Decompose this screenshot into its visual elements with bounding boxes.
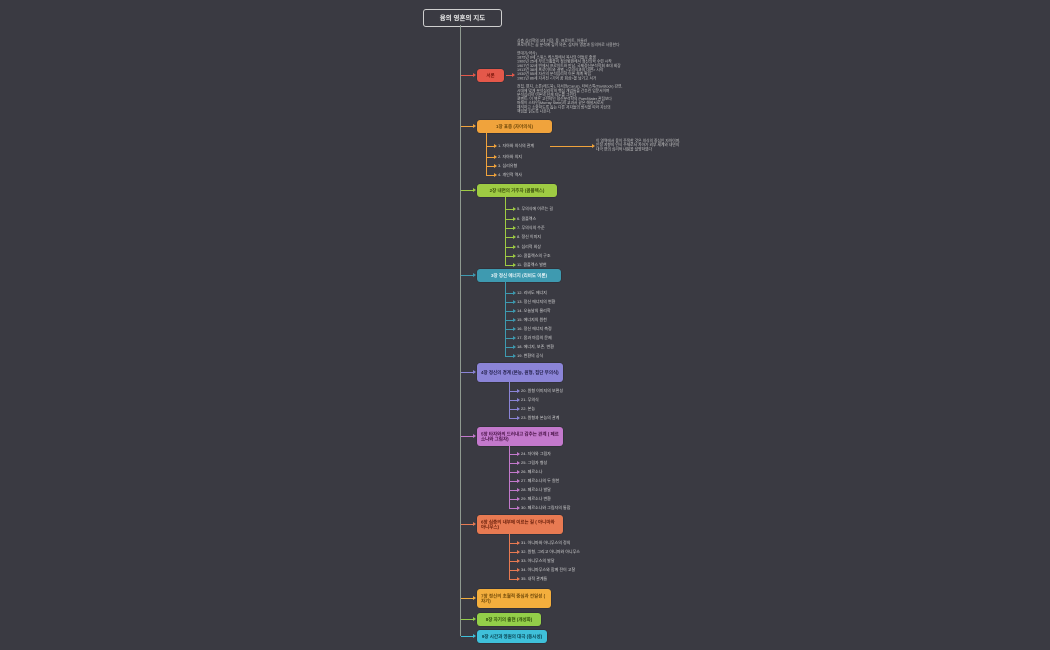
branch-item[interactable]: 33. 아니무스의 발달	[508, 558, 588, 564]
node-chapter-8-label: 8장 자기의 출현 (개성화)	[485, 617, 533, 622]
branch-item[interactable]: 18. 에너지, 보존, 변환	[505, 344, 591, 350]
branch-item[interactable]: 7. 무의식의 수준	[504, 225, 572, 231]
connector-chapter-2	[461, 188, 476, 192]
node-chapter-1[interactable]: 1장 표층 (자아의식)	[477, 120, 552, 133]
branch-item[interactable]: 29. 페르소나 변환	[509, 496, 581, 502]
node-chapter-6-label: 6장 심층의 내부에 이르는 길 ( 아니마와 아니무스)	[481, 519, 555, 530]
branch-item[interactable]: 2. 자아와 의지	[486, 154, 546, 160]
connector-chapter-1	[461, 124, 476, 128]
branch-item[interactable]: 12. 리비도 에너지	[505, 290, 577, 296]
root-node[interactable]: 융의 영혼의 지도	[423, 9, 502, 27]
branch-item[interactable]: 3. 심리유형	[485, 163, 536, 169]
connector-chapter-6	[461, 522, 476, 526]
branch-line-chapter-5	[509, 446, 510, 508]
node-chapter-5-label: 5장 타자와의 드러내고 감추는 관계 ( 페르소나와 그림자)	[481, 431, 559, 442]
intro-note-text[interactable]: 심층 심리학의 3대 거장: 융, 프로이트, 아들러 프로이트는 꿈 분석에 …	[517, 38, 623, 114]
branch-item[interactable]: 14. 오늘날의 물리학	[504, 308, 584, 314]
branch-item[interactable]: 11. 콤플렉스 발현	[504, 262, 576, 268]
branch-item[interactable]: 27. 페르소나의 두 원천	[509, 478, 598, 484]
chapter-1-note-text[interactable]: 이 영역에서 융이 주목한 것은 의식의 중심인 자아이며, 안정 지향의 인식…	[596, 138, 681, 152]
node-intro-label: 서론	[486, 73, 495, 78]
branch-line-chapter-1	[486, 133, 487, 175]
branch-item[interactable]: 16. 정신 에너지 측정	[504, 326, 586, 332]
branch-item[interactable]: 22. 본능	[508, 406, 549, 412]
connector-chapter-3	[461, 273, 476, 277]
branch-item[interactable]: 34. 아니마무스와 함께 전이 고찰	[508, 567, 629, 573]
branch-line-chapter-2	[505, 197, 506, 265]
node-chapter-8[interactable]: 8장 자기의 출현 (개성화)	[477, 613, 541, 626]
node-chapter-9[interactable]: 9장 시간과 영원의 대극 (동시성)	[477, 630, 547, 643]
connector-chapter-9	[461, 634, 476, 638]
branch-item[interactable]: 26. 페르소나	[509, 469, 564, 475]
branch-item[interactable]: 35. 내적 관계들	[508, 576, 573, 582]
connector-chapter-1-note	[550, 144, 595, 148]
connector-chapter-7	[461, 596, 476, 600]
node-chapter-7[interactable]: 7장 정신의 초월적 중심과 전일성 ( 자기)	[477, 589, 551, 608]
branch-item[interactable]: 8. 정신 이미지	[505, 234, 565, 240]
node-chapter-3-label: 3장 정신 에너지 (리비도 이론)	[490, 273, 548, 278]
branch-item[interactable]: 15. 에너지의 원천	[505, 317, 577, 323]
branch-item[interactable]: 4. 개인적 역사	[486, 172, 546, 178]
node-intro[interactable]: 서론	[477, 69, 504, 82]
branch-item[interactable]: 17. 몸과 마음의 문제	[504, 335, 586, 341]
node-chapter-9-label: 9장 시간과 영원의 대극 (동시성)	[481, 634, 543, 639]
node-chapter-6[interactable]: 6장 심층의 내부에 이르는 길 ( 아니마와 아니무스)	[477, 515, 563, 534]
branch-item[interactable]: 23. 원형과 본능의 관계	[509, 415, 598, 421]
branch-item[interactable]: 24. 자아와 그림자	[509, 451, 581, 457]
branch-line-chapter-6	[509, 534, 510, 579]
trunk-line	[460, 25, 461, 636]
branch-item[interactable]: 13. 정신 에너지의 변환	[505, 299, 594, 305]
connector-chapter-4	[461, 370, 476, 374]
root-node-label: 융의 영혼의 지도	[439, 14, 486, 22]
branch-item[interactable]: 1. 자아와 의식의 관계	[485, 143, 570, 149]
branch-item[interactable]: 28. 페르소나 발달	[509, 487, 581, 493]
branch-item[interactable]: 30. 페르소나와 그림자의 통합	[509, 505, 620, 511]
branch-item[interactable]: 9. 심리적 외상	[505, 244, 565, 250]
branch-item[interactable]: 25. 그림자 형성	[508, 460, 573, 466]
node-chapter-5[interactable]: 5장 타자와의 드러내고 감추는 관계 ( 페르소나와 그림자)	[477, 427, 563, 446]
branch-item[interactable]: 6. 콤플렉스	[504, 216, 555, 222]
node-chapter-4-label: 4장 정신의 경계 (본능, 원형, 집단 무의식)	[481, 370, 559, 375]
connector-intro-note	[506, 73, 515, 77]
branch-item[interactable]: 20. 원형 이미지의 보편성	[508, 388, 605, 394]
branch-item[interactable]: 5. 무의식에 이르는 길	[504, 206, 589, 212]
branch-line-chapter-3	[505, 282, 506, 356]
node-chapter-4[interactable]: 4장 정신의 경계 (본능, 원형, 집단 무의식)	[477, 363, 563, 382]
branch-item[interactable]: 32. 원형, 그리고 아니마와 아니무스	[509, 549, 639, 555]
node-chapter-3[interactable]: 3장 정신 에너지 (리비도 이론)	[477, 269, 561, 282]
branch-item[interactable]: 10. 콤플렉스의 구조	[504, 253, 584, 259]
node-chapter-7-label: 7장 정신의 초월적 중심과 전일성 ( 자기)	[481, 593, 546, 604]
node-chapter-2-label: 2장 내면의 거주자 (콤플렉스)	[489, 188, 545, 193]
node-chapter-1-label: 1장 표층 (자아의식)	[496, 124, 533, 129]
connector-chapter-5	[461, 434, 476, 438]
branch-item[interactable]: 19. 변환의 공식	[504, 353, 569, 359]
branch-item[interactable]: 31. 아니마와 아니무스의 정의	[509, 540, 620, 546]
connector-chapter-8	[461, 617, 476, 621]
branch-item[interactable]: 21. 무의식	[508, 397, 556, 403]
node-chapter-2[interactable]: 2장 내면의 거주자 (콤플렉스)	[477, 184, 557, 197]
connector-intro	[461, 73, 476, 77]
